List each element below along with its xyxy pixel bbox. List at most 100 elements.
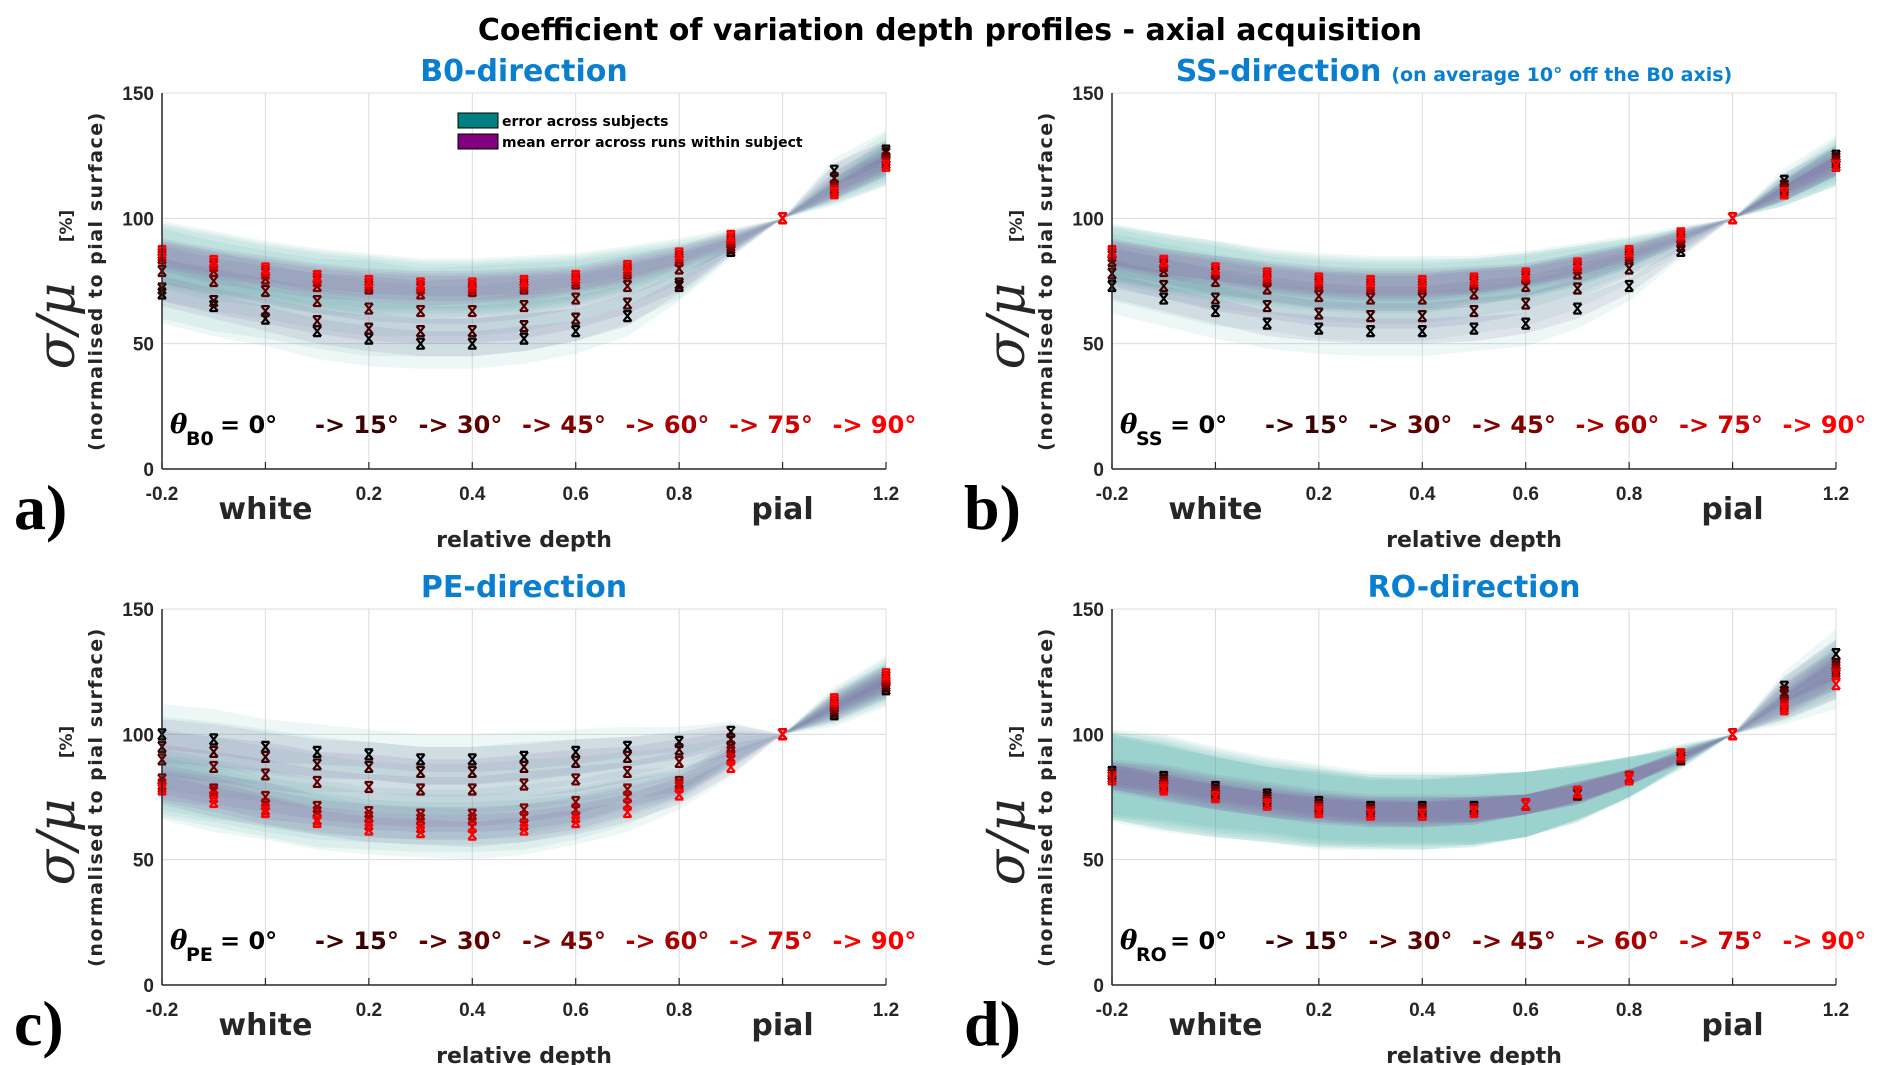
panel-pe-direction: -0.2 0.2 0.4 0.6 0.8 1.2 0 50 100 150 white pial rel… bbox=[14, 570, 916, 1065]
x-tick-label: 0.6 bbox=[1513, 484, 1539, 505]
panel-letter: d) bbox=[964, 988, 1021, 1059]
data-point-marker bbox=[363, 748, 374, 761]
theta-subscript: PE bbox=[186, 944, 213, 966]
data-point-marker bbox=[260, 803, 271, 816]
data-point-marker bbox=[622, 805, 633, 819]
data-point-marker bbox=[312, 815, 323, 829]
data-point-marker bbox=[208, 733, 219, 746]
data-point-marker bbox=[415, 325, 426, 338]
data-point-marker bbox=[1262, 269, 1272, 283]
x-tick-label: 0.6 bbox=[563, 484, 589, 505]
data-point-marker bbox=[1158, 257, 1169, 270]
subject-error-band-0 bbox=[162, 130, 886, 369]
data-point-marker bbox=[1572, 282, 1583, 295]
data-point-marker bbox=[1469, 272, 1479, 285]
run-error-band-6 bbox=[162, 664, 886, 848]
data-point-marker bbox=[622, 798, 633, 811]
data-point-marker bbox=[260, 790, 271, 804]
angle-step: -> 60° bbox=[626, 927, 710, 955]
data-point-marker bbox=[467, 304, 478, 318]
data-point-marker bbox=[1314, 322, 1324, 335]
data-point-marker bbox=[260, 304, 271, 318]
x-tick-label: 0.6 bbox=[563, 1000, 589, 1021]
y-tick-label: 100 bbox=[1072, 209, 1104, 230]
x-axis-label: relative depth bbox=[436, 1044, 612, 1065]
data-point-marker bbox=[1469, 304, 1479, 318]
angle-step: -> 45° bbox=[522, 411, 606, 439]
data-point-marker bbox=[1676, 748, 1686, 761]
data-point-marker bbox=[1262, 267, 1272, 280]
data-point-marker bbox=[1624, 247, 1634, 260]
subject-error-band-4 bbox=[1112, 646, 1836, 850]
data-point-marker bbox=[1417, 277, 1428, 290]
run-error-band-5 bbox=[162, 666, 886, 840]
subject-error-band-3 bbox=[162, 140, 886, 319]
data-point-marker bbox=[1469, 803, 1479, 816]
angle-step: -> 75° bbox=[1679, 411, 1763, 439]
data-point-marker bbox=[1210, 264, 1221, 278]
data-point-marker bbox=[1831, 678, 1841, 691]
data-point-marker bbox=[725, 760, 736, 774]
data-point-marker bbox=[467, 337, 478, 350]
y-axis-symbol: σ/μ bbox=[977, 283, 1037, 370]
run-error-band-0 bbox=[162, 679, 886, 772]
x-axis-label: relative depth bbox=[436, 528, 612, 553]
subject-error-band-1 bbox=[162, 669, 886, 797]
y-tick-label: 0 bbox=[1093, 976, 1104, 997]
angle-step: -> 60° bbox=[1576, 411, 1660, 439]
data-point-marker bbox=[312, 272, 323, 285]
data-point-marker bbox=[1520, 297, 1531, 310]
angle-start: = 0° bbox=[1170, 927, 1227, 955]
angle-start: = 0° bbox=[220, 927, 277, 955]
data-point-marker bbox=[1469, 322, 1479, 335]
data-point-marker bbox=[1831, 665, 1841, 678]
data-point-marker bbox=[415, 277, 426, 290]
subject-error-band-3 bbox=[1112, 143, 1836, 314]
angle-step: -> 30° bbox=[419, 411, 503, 439]
x-tick-label: -0.2 bbox=[1096, 1000, 1129, 1021]
subject-error-band-1 bbox=[1112, 138, 1836, 342]
data-point-marker bbox=[519, 274, 529, 288]
subject-error-band-0 bbox=[1112, 629, 1836, 843]
subject-error-band-5 bbox=[162, 659, 886, 853]
legend-swatch bbox=[457, 133, 499, 150]
angle-step: -> 60° bbox=[626, 411, 710, 439]
panel-b0-direction: -0.2 0.2 0.4 0.6 0.8 1.2 0 50 100 150 white pial rel… bbox=[14, 54, 916, 553]
data-point-marker bbox=[1158, 279, 1169, 293]
data-point-marker bbox=[467, 828, 478, 841]
data-point-marker bbox=[829, 184, 840, 197]
data-point-marker bbox=[881, 157, 891, 170]
data-point-marker bbox=[467, 325, 478, 338]
data-point-marker bbox=[312, 315, 323, 328]
angle-step: -> 45° bbox=[522, 927, 606, 955]
data-point-marker bbox=[1469, 805, 1479, 819]
data-point-marker bbox=[622, 765, 633, 779]
data-point-marker bbox=[570, 755, 581, 769]
angle-step: -> 15° bbox=[1265, 927, 1349, 955]
surface-label-pial: pial bbox=[1701, 492, 1763, 527]
data-point-marker bbox=[363, 277, 374, 290]
x-tick-label: 1.2 bbox=[1823, 1000, 1849, 1021]
data-point-marker bbox=[260, 312, 271, 325]
data-point-marker bbox=[1572, 257, 1583, 270]
data-point-marker bbox=[1262, 798, 1272, 811]
theta-symbol: θ bbox=[170, 410, 188, 440]
data-point-marker bbox=[519, 778, 529, 791]
angle-step: -> 30° bbox=[1369, 411, 1453, 439]
data-point-marker bbox=[312, 813, 323, 826]
legend: error across subjects mean error across r… bbox=[457, 112, 803, 151]
data-point-marker bbox=[208, 760, 219, 774]
angle-step: -> 15° bbox=[1265, 411, 1349, 439]
data-point-marker bbox=[1572, 788, 1583, 801]
y-tick-label: 50 bbox=[1083, 851, 1104, 872]
x-tick-label: 0.8 bbox=[666, 1000, 692, 1021]
x-tick-label: 0.8 bbox=[666, 484, 692, 505]
data-point-marker bbox=[725, 753, 736, 766]
data-point-marker bbox=[622, 279, 633, 293]
data-point-marker bbox=[622, 783, 633, 796]
run-error-band-6 bbox=[1112, 155, 1836, 294]
data-point-marker bbox=[1831, 159, 1841, 172]
data-point-marker bbox=[260, 805, 271, 819]
data-point-marker bbox=[1779, 187, 1790, 200]
data-point-marker bbox=[260, 264, 271, 278]
